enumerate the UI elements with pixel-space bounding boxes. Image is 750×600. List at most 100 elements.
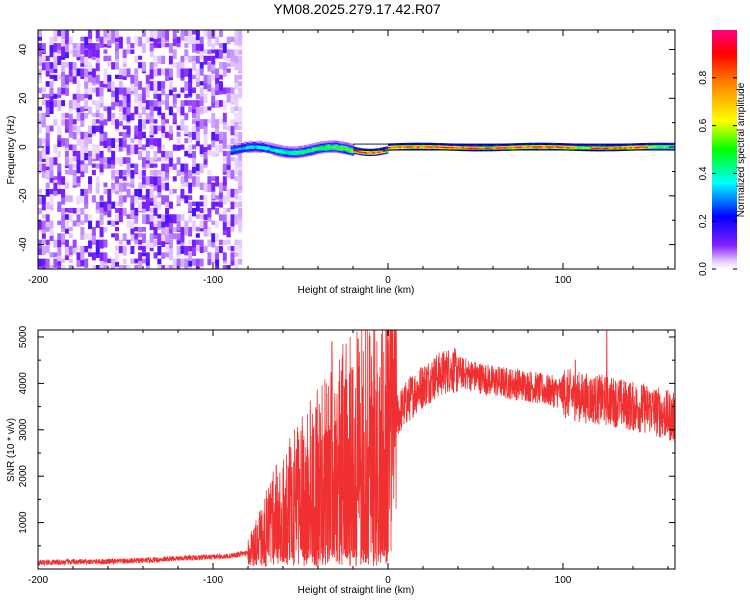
heatmap-cell	[343, 146, 347, 150]
heatmap-cell	[503, 144, 507, 148]
heatmap-cell	[290, 154, 294, 158]
heatmap-cell	[317, 146, 321, 150]
heatmap-cell	[332, 141, 336, 145]
heatmap-cell	[519, 146, 523, 150]
heatmap-cell	[458, 146, 462, 149]
heatmap-cell	[222, 138, 227, 148]
heatmap-cell	[203, 49, 208, 55]
heatmap-cell	[161, 112, 166, 120]
heatmap-cell	[529, 146, 533, 149]
heatmap-cell	[68, 131, 73, 138]
heatmap-cell	[283, 145, 286, 149]
heatmap-cell	[130, 207, 135, 218]
heatmap-cell	[243, 142, 247, 145]
heatmap-cell	[68, 258, 73, 263]
heatmap-cell	[49, 195, 54, 206]
heatmap-cell	[153, 169, 158, 177]
snr-y-tick-label: 1000	[18, 511, 29, 534]
heatmap-cell	[529, 145, 533, 148]
heatmap-cell	[165, 43, 170, 48]
heatmap-cell	[256, 141, 260, 145]
heatmap-cell	[230, 252, 235, 261]
heatmap-cell	[64, 239, 69, 247]
heatmap-cell	[645, 147, 649, 151]
heatmap-cell	[88, 106, 93, 115]
heatmap-cell	[582, 143, 586, 147]
heatmap-cell	[254, 142, 258, 146]
heatmap-cell	[153, 100, 158, 107]
heatmap-cell	[264, 144, 268, 147]
heatmap-cell	[118, 157, 123, 167]
heatmap-cell	[188, 258, 193, 267]
heatmap-cell	[153, 201, 158, 209]
heatmap-cell	[435, 144, 439, 147]
heatmap-cell	[84, 245, 89, 253]
heatmap-cell	[61, 176, 66, 185]
heatmap-cell	[327, 145, 331, 148]
heatmap-cell	[195, 265, 200, 269]
heatmap-cell	[262, 146, 265, 149]
heatmap-cell	[134, 214, 139, 224]
heatmap-cell	[416, 147, 420, 150]
heatmap-cell	[88, 125, 93, 134]
heatmap-cell	[388, 148, 391, 151]
heatmap-cell	[272, 151, 276, 155]
heatmap-cell	[306, 146, 310, 150]
heatmap-cell	[138, 265, 143, 269]
heatmap-cell	[195, 81, 200, 87]
heatmap-cell	[325, 143, 328, 146]
heatmap-cell	[168, 252, 173, 261]
heatmap-cell	[203, 138, 208, 148]
heatmap-cell	[84, 68, 89, 78]
heatmap-cell	[111, 30, 116, 40]
heatmap-cell	[238, 125, 243, 131]
heatmap-cell	[461, 146, 465, 149]
heatmap-cell	[126, 68, 131, 78]
heatmap-cell	[180, 214, 185, 221]
heatmap-cell	[68, 100, 73, 109]
heatmap-cell	[290, 153, 294, 157]
heatmap-cell	[115, 258, 119, 267]
heatmap-cell	[192, 87, 196, 94]
heatmap-cell	[218, 81, 223, 91]
heatmap-cell	[514, 145, 517, 149]
heatmap-cell	[53, 93, 58, 99]
snr-x-tick-label: 0	[385, 575, 391, 586]
heatmap-cell	[226, 144, 231, 150]
heatmap-cell	[88, 150, 93, 157]
heatmap-cell	[230, 201, 235, 210]
heatmap-cell	[600, 145, 604, 148]
heatmap-cell	[184, 150, 189, 157]
heatmap-cell	[317, 145, 321, 149]
heatmap-cell	[111, 81, 116, 91]
heatmap-cell	[238, 43, 243, 48]
heatmap-cell	[49, 163, 54, 171]
heatmap-cell	[122, 182, 127, 192]
heatmap-cell	[372, 151, 376, 154]
heatmap-cell	[141, 201, 146, 209]
heatmap-cell	[41, 100, 46, 105]
heatmap-cell	[234, 188, 239, 195]
heatmap-cell	[322, 145, 326, 149]
heatmap-cell	[192, 100, 196, 110]
heatmap-cell	[68, 214, 73, 222]
heatmap-cell	[192, 144, 196, 150]
heatmap-cell	[327, 147, 331, 151]
heatmap-cell	[226, 157, 231, 166]
heatmap-cell	[118, 169, 123, 179]
heatmap-cell	[145, 239, 150, 249]
heatmap-cell	[647, 144, 651, 147]
heatmap-cell	[141, 119, 146, 130]
heatmap-cell	[138, 188, 143, 197]
heatmap-cell	[246, 143, 250, 146]
heatmap-cell	[322, 143, 326, 146]
heatmap-cell	[184, 55, 189, 61]
heatmap-cell	[235, 145, 239, 148]
colorbar-tick-label: 0.4	[698, 166, 709, 180]
heatmap-cell	[325, 140, 328, 144]
heatmap-cell	[126, 87, 131, 94]
heatmap-cell	[103, 68, 108, 77]
heatmap-cell	[301, 149, 305, 152]
heatmap-cell	[592, 147, 596, 151]
